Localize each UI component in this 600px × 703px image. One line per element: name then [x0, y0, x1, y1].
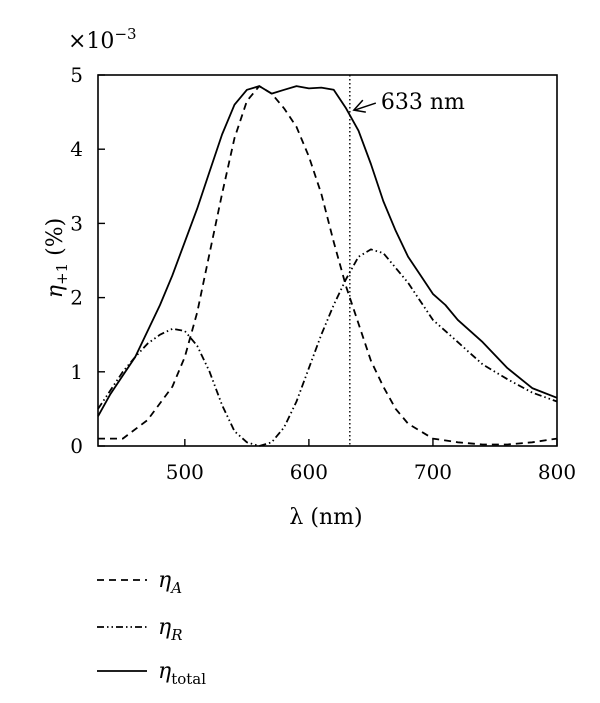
annotation-arrow-shaft — [354, 102, 377, 111]
y-tick-label: 4 — [70, 137, 83, 161]
x-axis-label: λ (nm) — [289, 505, 362, 530]
y-axis-label-sub: +1 — [53, 263, 71, 285]
y-multiplier-label: ×10−3 — [68, 25, 137, 54]
y-tick-label: 3 — [70, 211, 83, 235]
legend-label-A: ηA — [158, 568, 182, 597]
y-tick-label: 2 — [70, 286, 83, 310]
y-axis-label-main: η — [43, 285, 68, 298]
y-axis-label-unit: (%) — [43, 218, 68, 263]
y-multiplier-base: ×10 — [68, 29, 114, 54]
svg-text:η+1 (%): η+1 (%) — [43, 218, 71, 298]
x-tick-label: 500 — [166, 460, 204, 484]
legend-label-total: ηtotal — [158, 659, 206, 688]
y-tick-label: 1 — [70, 360, 83, 384]
x-tick-label: 600 — [290, 460, 328, 484]
svg-text:×10−3: ×10−3 — [68, 25, 137, 54]
series-line-A — [98, 85, 558, 446]
x-axis-label-text: λ (nm) — [289, 505, 362, 530]
series-line-total — [97, 85, 558, 417]
plot-frame — [97, 74, 558, 447]
legend-label-R: ηR — [158, 615, 182, 644]
legend: ηA ηR ηtotal — [97, 568, 206, 688]
series-line-R — [97, 248, 558, 447]
y-multiplier-exponent: −3 — [114, 25, 136, 43]
y-axis-label: η+1 (%) — [43, 218, 71, 298]
y-tick-label: 5 — [70, 63, 83, 87]
y-tick-label: 0 — [70, 434, 83, 458]
annotation-arrow-head — [352, 99, 366, 113]
x-tick-label: 700 — [414, 460, 452, 484]
annotation-label: 633 nm — [381, 90, 465, 115]
x-tick-label: 800 — [538, 460, 576, 484]
